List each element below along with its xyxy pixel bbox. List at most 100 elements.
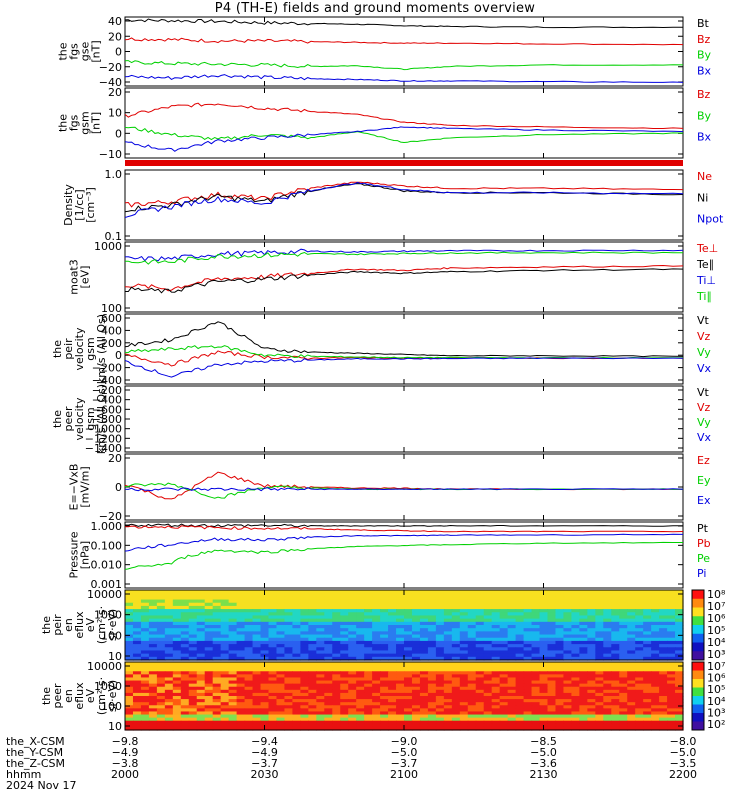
footer-value: −3.8: [112, 757, 139, 770]
series-line-By: [124, 126, 684, 144]
series-line-Bx: [124, 126, 684, 152]
series-line-Vt: [124, 321, 684, 358]
panel-fgs_gsm: 20 10 0 −10 thefgsgsm[nT] Bz By Bx: [57, 86, 712, 161]
footer-value: −9.8: [112, 735, 139, 748]
y-tick-label: −200: [92, 384, 122, 397]
panel-temperature: 1000 100 moat3[eV] Te⊥ Te∥ Ti⊥ Ti∥: [68, 240, 719, 315]
y-tick-label: 600: [101, 312, 122, 325]
y-tick-label: 0: [115, 46, 122, 59]
series-line-Ti⊥: [124, 248, 684, 262]
panel-frame: [124, 385, 684, 453]
y-tick-label: 100: [101, 629, 122, 642]
footer-value: 2200: [669, 768, 697, 781]
series-line-Ez: [124, 471, 683, 500]
legend-Pb: Pb: [697, 537, 711, 550]
colorbar-tick: 10³: [707, 706, 725, 719]
colorbar-tick: 10³: [707, 648, 725, 661]
footer-value: −4.9: [112, 746, 139, 759]
legend-By: By: [697, 49, 712, 62]
footer-row-label: the_Z-CSM: [6, 757, 65, 770]
legend-Bz: Bz: [697, 33, 711, 46]
y-axis-label: thefgsgse[nT]: [57, 40, 103, 62]
legend-Ni: Ni: [697, 191, 708, 204]
legend-Te∥: Te∥: [696, 258, 714, 271]
y-tick-label: −40: [99, 76, 122, 89]
legend-Ti⊥: Ti⊥: [696, 274, 716, 287]
footer-value: 2030: [251, 768, 279, 781]
colorbar-tick: 10⁶: [707, 612, 726, 625]
colorbar-tick: 10⁷: [707, 600, 725, 613]
y-tick-label: −400: [92, 374, 122, 387]
y-tick-label: 10: [108, 107, 122, 120]
legend-Bx: Bx: [697, 64, 712, 77]
y-tick-label: 1000: [94, 240, 122, 253]
colorbar-tick: 10⁸: [707, 588, 726, 601]
footer-row-label: 2024 Nov 17: [6, 779, 76, 792]
series-line-Bz: [124, 102, 684, 129]
y-tick-label: −400: [92, 394, 122, 407]
legend-Ey: Ey: [697, 474, 711, 487]
panel-peer_velocity: −200−400−600−800−1000−1200−1400thepeerve…: [51, 384, 712, 455]
y-tick-label: 100: [101, 700, 122, 713]
y-tick-label: −800: [92, 413, 122, 426]
series-line-Ex: [124, 487, 684, 492]
legend-By: By: [697, 109, 712, 122]
y-tick-label: −20: [99, 510, 122, 523]
footer-value: 2130: [530, 768, 558, 781]
legend-Bz: Bz: [697, 88, 711, 101]
footer-value: −9.4: [251, 735, 278, 748]
series-line-Pe: [124, 541, 683, 570]
y-tick-label: 20: [108, 452, 122, 465]
legend-Ex: Ex: [697, 494, 711, 507]
y-tick-label: −1200: [85, 432, 122, 445]
footer-value: −3.7: [391, 757, 418, 770]
legend-Npot: Npot: [697, 213, 724, 226]
series-line-Pi: [124, 533, 684, 552]
mode-bar: [125, 160, 683, 166]
legend-Ti∥: Ti∥: [696, 290, 712, 303]
y-tick-label: 10000: [87, 588, 122, 601]
footer-value: −5.0: [391, 746, 418, 759]
panel-frame: [124, 521, 684, 589]
colorbar-tick: 10⁴: [707, 695, 726, 708]
y-tick-label: 100: [101, 302, 122, 315]
y-tick-label: −1000: [85, 423, 122, 436]
footer-value: −3.6: [530, 757, 557, 770]
y-axis-label: Density[1/cc][cm⁻³]: [62, 184, 97, 226]
y-tick-label: 0.1: [105, 230, 123, 243]
panel-peir_velocity: 6004002000−200−400thepeirvelocitygsmkm/s…: [51, 312, 712, 387]
colorbar-tick: 10²: [707, 718, 725, 731]
footer-value: −8.0: [670, 735, 697, 748]
y-axis-label: thefgsgsm[nT]: [57, 111, 103, 134]
y-tick-label: 1.000: [91, 520, 123, 533]
legend-Bt: Bt: [697, 17, 710, 30]
y-axis-label: thepeirvelocitygsmkm/s (All Qs): [51, 314, 108, 384]
panel-frame: [124, 453, 684, 521]
y-tick-label: 0.100: [91, 539, 123, 552]
panel-frame: [124, 87, 684, 159]
series-line-Bx: [124, 74, 684, 83]
legend-Vt: Vt: [697, 386, 710, 399]
legend-Ne: Ne: [697, 170, 712, 183]
y-tick-label: 20: [108, 86, 122, 99]
y-axis-label: thepeerenefluxeV(cm²·s·sr·eV): [40, 677, 119, 715]
footer-value: −5.0: [530, 746, 557, 759]
y-axis-label: moat3[eV]: [68, 259, 92, 295]
y-tick-label: 1000: [94, 609, 122, 622]
legend-Pe: Pe: [697, 552, 710, 565]
y-tick-label: 10000: [87, 660, 122, 673]
series-line-Ti∥: [124, 251, 684, 265]
colorbar-tick: 10⁶: [707, 672, 726, 685]
legend-Vx: Vx: [697, 362, 712, 375]
y-tick-label: 0: [115, 127, 122, 140]
figure-title: P4 (TH-E) fields and ground moments over…: [214, 1, 536, 16]
y-tick-label: 1.0: [105, 168, 123, 181]
series-line-Vx: [124, 357, 684, 378]
series-line-Pb: [125, 525, 684, 533]
legend-Pi: Pi: [697, 567, 706, 580]
panel-density: 1.0 0.1 Density[1/cc][cm⁻³] Ne Ni Npot: [62, 168, 724, 243]
legend-Vz: Vz: [697, 330, 711, 343]
